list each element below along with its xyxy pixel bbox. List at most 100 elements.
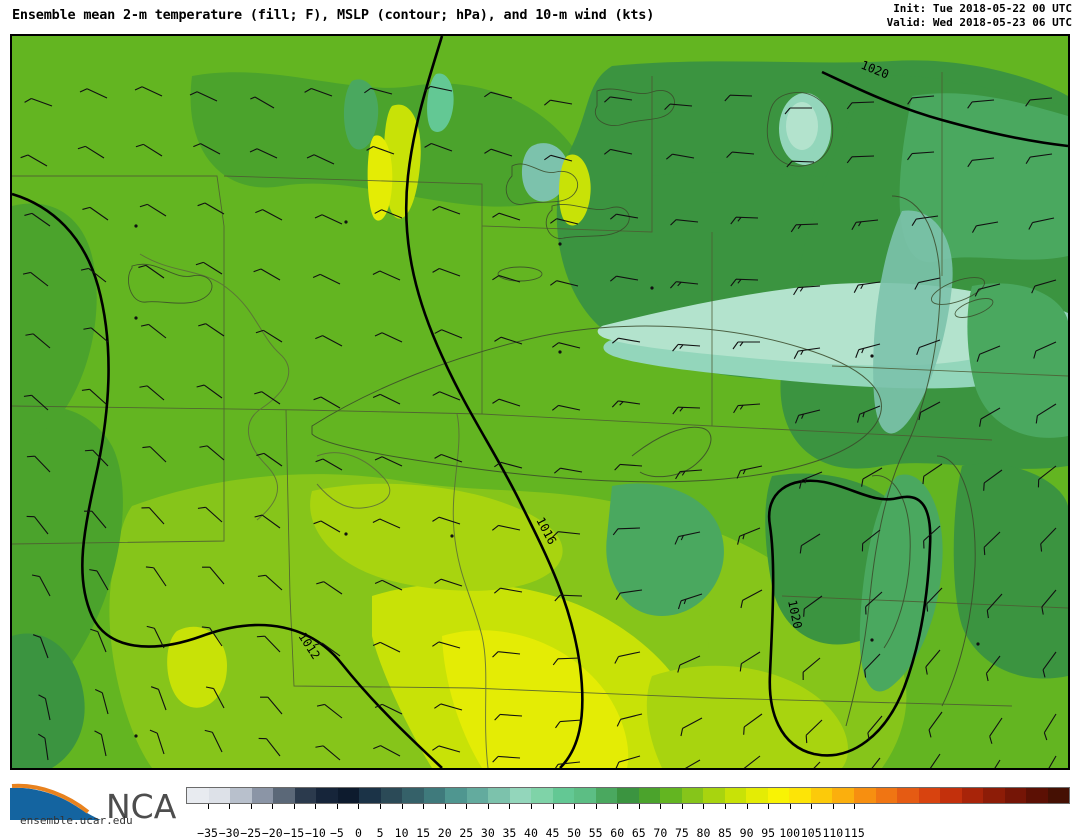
- weather-map[interactable]: 1012 1016 1020 1020: [10, 34, 1070, 770]
- colorbar-cell: [402, 788, 424, 803]
- colorbar-cell: [918, 788, 941, 803]
- colorbar-cell: [1047, 788, 1070, 803]
- colorbar-tick-label: 0: [355, 826, 362, 840]
- colorbar-cell: [940, 788, 962, 803]
- colorbar-cell: [961, 788, 984, 803]
- colorbar-tick-label: −5: [329, 826, 344, 840]
- colorbar-tick: [358, 804, 360, 809]
- colorbar-tick-label: 90: [739, 826, 754, 840]
- colorbar-tick-label: 30: [480, 826, 495, 840]
- colorbar-cell: [853, 788, 876, 803]
- colorbar-tick-label: 50: [567, 826, 582, 840]
- colorbar-cell: [703, 788, 725, 803]
- colorbar-tick: [681, 804, 683, 809]
- colorbar-cell: [466, 788, 489, 803]
- colorbar-tick: [552, 804, 554, 809]
- colorbar-cell: [316, 788, 338, 803]
- colorbar-tick-label: −15: [283, 826, 305, 840]
- colorbar-tick-label: 75: [674, 826, 689, 840]
- geography-outlines: [12, 72, 1068, 768]
- colorbar-tick: [272, 804, 274, 809]
- colorbar-tick-label: −25: [240, 826, 262, 840]
- temperature-colorbar[interactable]: −35 −30 −25 −20 −15 −10 −5 0 5 10 15 20 25 30 35 40 45 50…: [186, 787, 1070, 840]
- colorbar-tick-label: 15: [416, 826, 431, 840]
- colorbar-tick-label: 95: [761, 826, 776, 840]
- colorbar-tick-label: −20: [261, 826, 283, 840]
- colorbar-cell: [294, 788, 317, 803]
- colorbar-cell: [445, 788, 467, 803]
- colorbar-tick-label: 85: [718, 826, 732, 840]
- colorbar-tick: [660, 804, 662, 809]
- colorbar-cell: [724, 788, 747, 803]
- colorbar-cell: [337, 788, 360, 803]
- colorbar-cell: [875, 788, 898, 803]
- colorbar-tick-label: 65: [631, 826, 646, 840]
- station-dot-layer: [134, 220, 980, 738]
- colorbar-tick-label: −10: [304, 826, 326, 840]
- ncar-logo: NCAR: [10, 783, 176, 826]
- colorbar-tick: [509, 804, 511, 809]
- colorbar-tick-label: 20: [437, 826, 452, 840]
- colorbar-tick: [466, 804, 468, 809]
- colorbar-cell: [746, 788, 768, 803]
- colorbar-tick-label: 115: [843, 826, 865, 840]
- colorbar-tick-label: 105: [800, 826, 822, 840]
- colorbar-tick: [444, 804, 446, 809]
- colorbar-tick: [315, 804, 317, 809]
- colorbar-cell: [617, 788, 639, 803]
- colorbar-cell: [638, 788, 661, 803]
- ncar-logo-text: NCAR: [106, 787, 176, 826]
- colorbar-tick-label: 45: [545, 826, 560, 840]
- colorbar-tick-label: 100: [779, 826, 801, 840]
- colorbar-tick: [789, 804, 791, 809]
- colorbar-cell: [810, 788, 833, 803]
- colorbar-tick: [423, 804, 425, 809]
- colorbar-tick: [207, 804, 209, 809]
- colorbar-tick-label: 10: [394, 826, 409, 840]
- colorbar-cell: [595, 788, 618, 803]
- colorbar-ticks: −35 −30 −25 −20 −15 −10 −5 0 5 10 15 20 25 30 35 40 45 50…: [186, 804, 1070, 840]
- colorbar-cell: [789, 788, 811, 803]
- header-bar: Ensemble mean 2-m temperature (fill; F),…: [0, 0, 1080, 32]
- colorbar-cell: [660, 788, 682, 803]
- colorbar-cell: [681, 788, 704, 803]
- colorbar-cell: [187, 788, 209, 803]
- valid-time-label: Valid: Wed 2018-05-23 06 UTC: [886, 16, 1072, 29]
- colorbar-tick-label: 55: [588, 826, 603, 840]
- colorbar-tick: [574, 804, 576, 809]
- colorbar-cell: [1026, 788, 1048, 803]
- colorbar-tick-label: 25: [459, 826, 474, 840]
- colorbar-cell: [509, 788, 532, 803]
- colorbar-tick: [768, 804, 770, 809]
- colorbar-cell: [832, 788, 854, 803]
- colorbar-cell: [251, 788, 274, 803]
- colorbar-tick: [811, 804, 813, 809]
- colorbar-cell: [380, 788, 403, 803]
- footer-bar: NCAR ensemble.ucar.edu −35−30−25−20−15−1…: [0, 770, 1080, 840]
- colorbar-tick-label: 80: [696, 826, 711, 840]
- colorbar-cell: [359, 788, 381, 803]
- temperature-fill-layer: [12, 36, 1068, 768]
- colorbar-tick: [703, 804, 705, 809]
- colorbar-cell: [767, 788, 790, 803]
- colorbar-tick: [854, 804, 856, 809]
- colorbar-tick-label: 40: [524, 826, 538, 840]
- colorbar-tick-label: 110: [822, 826, 844, 840]
- colorbar-tick-label: 70: [653, 826, 668, 840]
- colorbar-tick: [746, 804, 748, 809]
- colorbar-tick: [380, 804, 382, 809]
- colorbar-tick: [336, 804, 338, 809]
- colorbar-tick: [401, 804, 403, 809]
- init-time-label: Init: Tue 2018-05-22 00 UTC: [893, 2, 1072, 15]
- colorbar-tick: [832, 804, 834, 809]
- ncar-logo-arc: [11, 783, 90, 814]
- colorbar-cell: [488, 788, 510, 803]
- colorbar-tick: [617, 804, 619, 809]
- colorbar-tick: [638, 804, 640, 809]
- colorbar-tick-label: −35: [197, 826, 218, 840]
- page-title: Ensemble mean 2-m temperature (fill; F),…: [12, 7, 655, 23]
- contour-label-1020-low: 1020: [785, 599, 805, 630]
- colorbar-cell: [531, 788, 553, 803]
- colorbar-cell: [983, 788, 1005, 803]
- colorbar-strip[interactable]: [186, 787, 1070, 804]
